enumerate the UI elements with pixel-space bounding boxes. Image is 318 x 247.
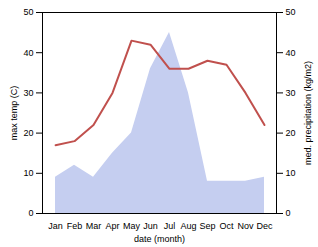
svg-text:20: 20	[286, 128, 296, 138]
svg-text:May: May	[123, 221, 141, 231]
svg-text:10: 10	[23, 168, 33, 178]
svg-text:date (month): date (month)	[134, 234, 185, 244]
svg-text:30: 30	[286, 88, 296, 98]
svg-text:0: 0	[28, 208, 33, 218]
svg-text:0: 0	[286, 208, 291, 218]
svg-text:Oct: Oct	[219, 221, 234, 231]
svg-text:med. precipitation (kg/m2): med. precipitation (kg/m2)	[303, 61, 313, 165]
svg-text:Jun: Jun	[143, 221, 158, 231]
svg-text:40: 40	[286, 48, 296, 58]
svg-text:30: 30	[23, 88, 33, 98]
svg-text:Feb: Feb	[67, 221, 83, 231]
svg-text:Jul: Jul	[164, 221, 176, 231]
svg-text:50: 50	[286, 7, 296, 17]
svg-text:Sep: Sep	[199, 221, 215, 231]
svg-text:40: 40	[23, 48, 33, 58]
svg-text:Aug: Aug	[180, 221, 196, 231]
svg-text:50: 50	[23, 7, 33, 17]
svg-text:10: 10	[286, 168, 296, 178]
svg-text:Mar: Mar	[86, 221, 102, 231]
svg-text:Nov: Nov	[237, 221, 254, 231]
svg-text:Apr: Apr	[105, 221, 119, 231]
svg-text:20: 20	[23, 128, 33, 138]
svg-text:Jan: Jan	[48, 221, 63, 231]
svg-text:Dec: Dec	[256, 221, 273, 231]
svg-text:max temp (C): max temp (C)	[9, 86, 19, 141]
